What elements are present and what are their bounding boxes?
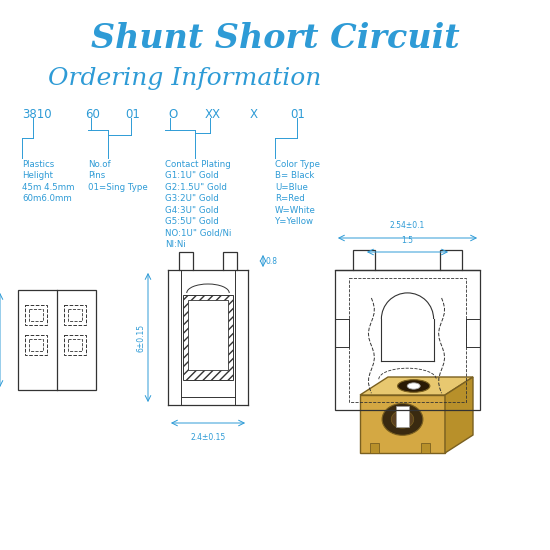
Text: 2.4±0.15: 2.4±0.15 [190,433,226,442]
Text: Ordering Information: Ordering Information [48,67,322,90]
Polygon shape [360,395,445,453]
Bar [349,278,466,402]
Text: 60: 60 [85,108,100,121]
Text: Shunt Short Circuit: Shunt Short Circuit [91,21,459,54]
Text: 01: 01 [125,108,140,121]
Text: No.of
Pins
01=Sing Type: No.of Pins 01=Sing Type [88,160,148,192]
Text: Contact Plating
G1:1U" Gold
G2:1.5U" Gold
G3:2U" Gold
G4:3U" Gold
G5:5U" Gold
NO: Contact Plating G1:1U" Gold G2:1.5U" Gol… [165,160,232,249]
Bar [223,252,237,270]
Bar [25,335,47,355]
Bar [68,339,82,351]
Bar [64,305,86,325]
Polygon shape [421,443,430,453]
Polygon shape [360,377,473,395]
Text: 3810: 3810 [22,108,52,121]
Ellipse shape [398,379,430,392]
Ellipse shape [391,411,414,428]
Bar [64,335,86,355]
Bar [18,290,96,390]
Text: Color Type
B= Black
U=Blue
R=Red
W=White
Y=Yellow: Color Type B= Black U=Blue R=Red W=White… [275,160,320,226]
Bar [183,295,233,380]
Text: 6±0.15: 6±0.15 [137,323,146,351]
Bar [188,300,228,370]
Text: X: X [250,108,258,121]
Bar [353,250,375,270]
Bar [25,305,47,325]
Ellipse shape [407,383,420,389]
Text: Plastics
Helight
45m 4.5mm
60m6.0mm: Plastics Helight 45m 4.5mm 60m6.0mm [22,160,74,204]
Text: O: O [168,108,177,121]
Bar [29,309,43,321]
Polygon shape [395,406,409,427]
Text: 2.54±0.1: 2.54±0.1 [390,221,425,230]
Bar [29,339,43,351]
Text: 1.5: 1.5 [402,236,414,245]
Bar [440,250,462,270]
Text: XX: XX [205,108,221,121]
Bar [68,309,82,321]
Bar [179,252,193,270]
Polygon shape [370,443,379,453]
Bar [335,270,480,410]
Polygon shape [445,377,473,453]
Text: 0.8: 0.8 [266,256,278,266]
Text: 01: 01 [290,108,305,121]
Ellipse shape [382,403,423,435]
